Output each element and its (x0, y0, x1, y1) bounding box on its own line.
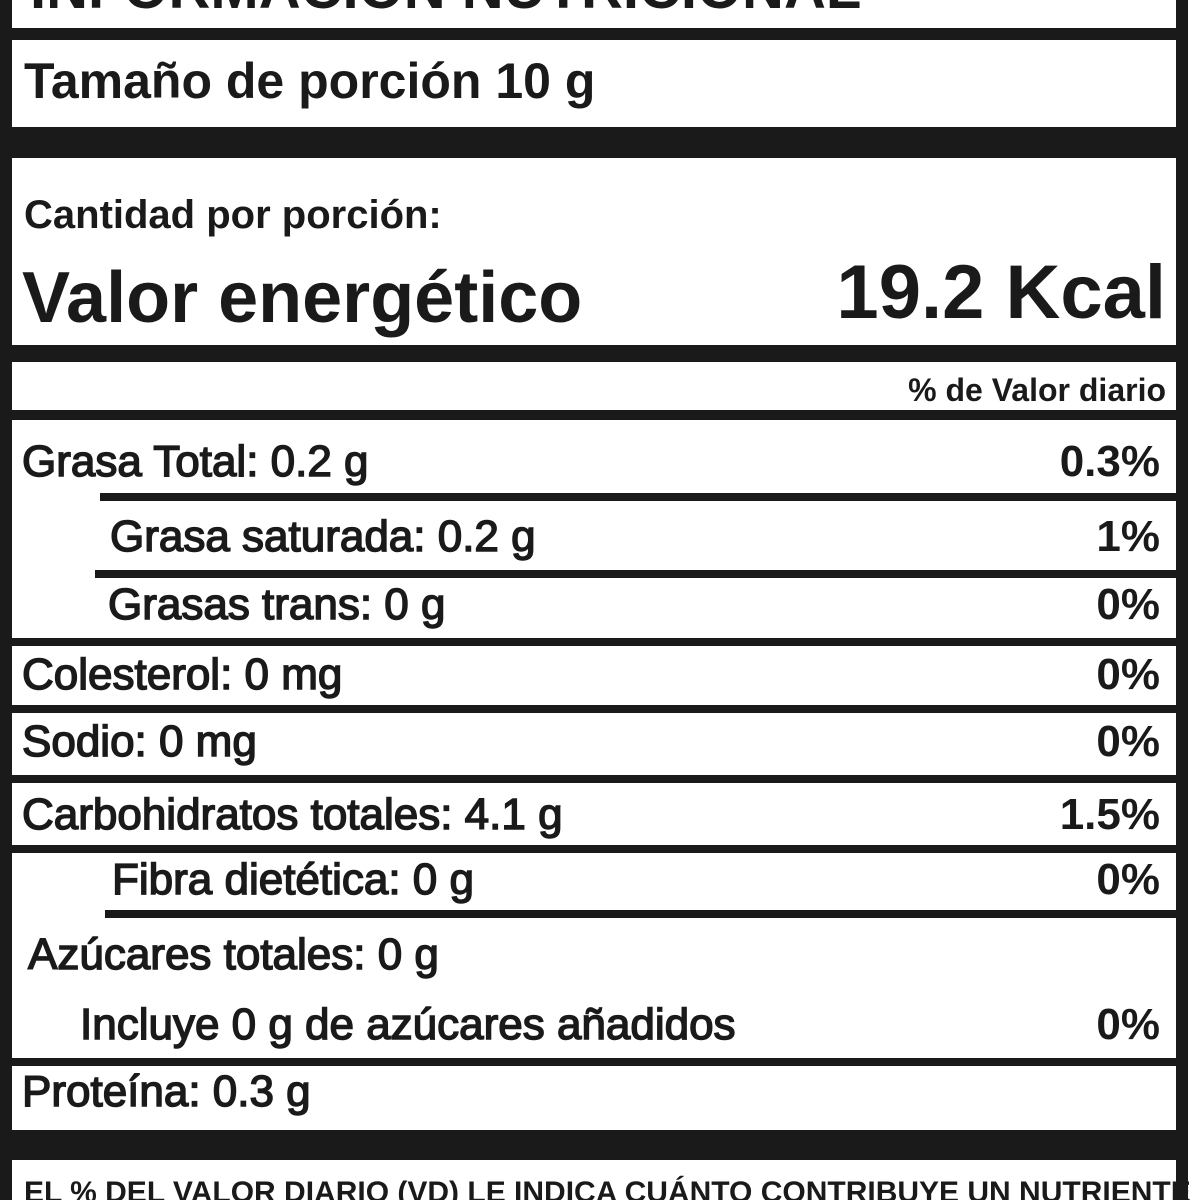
row-dv: 0% (1096, 650, 1160, 699)
row-label: Grasas trans: 0 g (107, 580, 446, 629)
row-label: Colesterol: 0 mg (21, 650, 343, 699)
row-label: Grasa Total: 0.2 g (21, 437, 369, 486)
border (0, 0, 12, 1200)
row-label: Proteína: 0.3 g (21, 1067, 311, 1116)
row-dv: 0% (1096, 717, 1160, 766)
rule (12, 775, 1176, 783)
row-dv: 1% (1096, 512, 1160, 561)
row-dv: 0% (1096, 855, 1160, 904)
row-label: Carbohidratos totales: 4.1 g (21, 790, 563, 839)
rule (105, 910, 1176, 918)
row-label: Fibra dietética: 0 g (111, 855, 474, 904)
row-dv: 0% (1096, 580, 1160, 629)
rule (12, 410, 1176, 420)
rule (100, 493, 1176, 501)
rule (12, 845, 1176, 853)
energy-label: Valor energético (22, 258, 583, 338)
border (1176, 0, 1188, 1200)
rule (12, 1058, 1176, 1066)
rule (12, 638, 1176, 646)
rule (95, 570, 1176, 578)
row-label: Sodio: 0 mg (21, 717, 257, 766)
rule (12, 28, 1176, 40)
footer: EL % DEL VALOR DIARIO (VD) LE INDICA CUÁ… (24, 1176, 1200, 1200)
rule (12, 705, 1176, 713)
amount-label: Cantidad por porción: (24, 193, 442, 237)
row-dv: 0.3% (1059, 437, 1160, 486)
row-dv: 1.5% (1059, 790, 1160, 839)
rule (12, 1130, 1176, 1160)
row-label: Incluye 0 g de azúcares añadidos (79, 1000, 736, 1049)
rule (12, 345, 1176, 362)
row-label: Azúcares totales: 0 g (27, 930, 439, 979)
dv-header: % de Valor diario (908, 372, 1166, 408)
energy-value: 19.2 Kcal (836, 250, 1166, 335)
serving: Tamaño de porción 10 g (24, 53, 596, 109)
title: INFORMACIÓN NUTRICIONAL (30, 0, 861, 18)
row-label: Grasa saturada: 0.2 g (109, 512, 536, 561)
row-dv: 0% (1096, 1000, 1160, 1049)
rule (12, 127, 1176, 158)
